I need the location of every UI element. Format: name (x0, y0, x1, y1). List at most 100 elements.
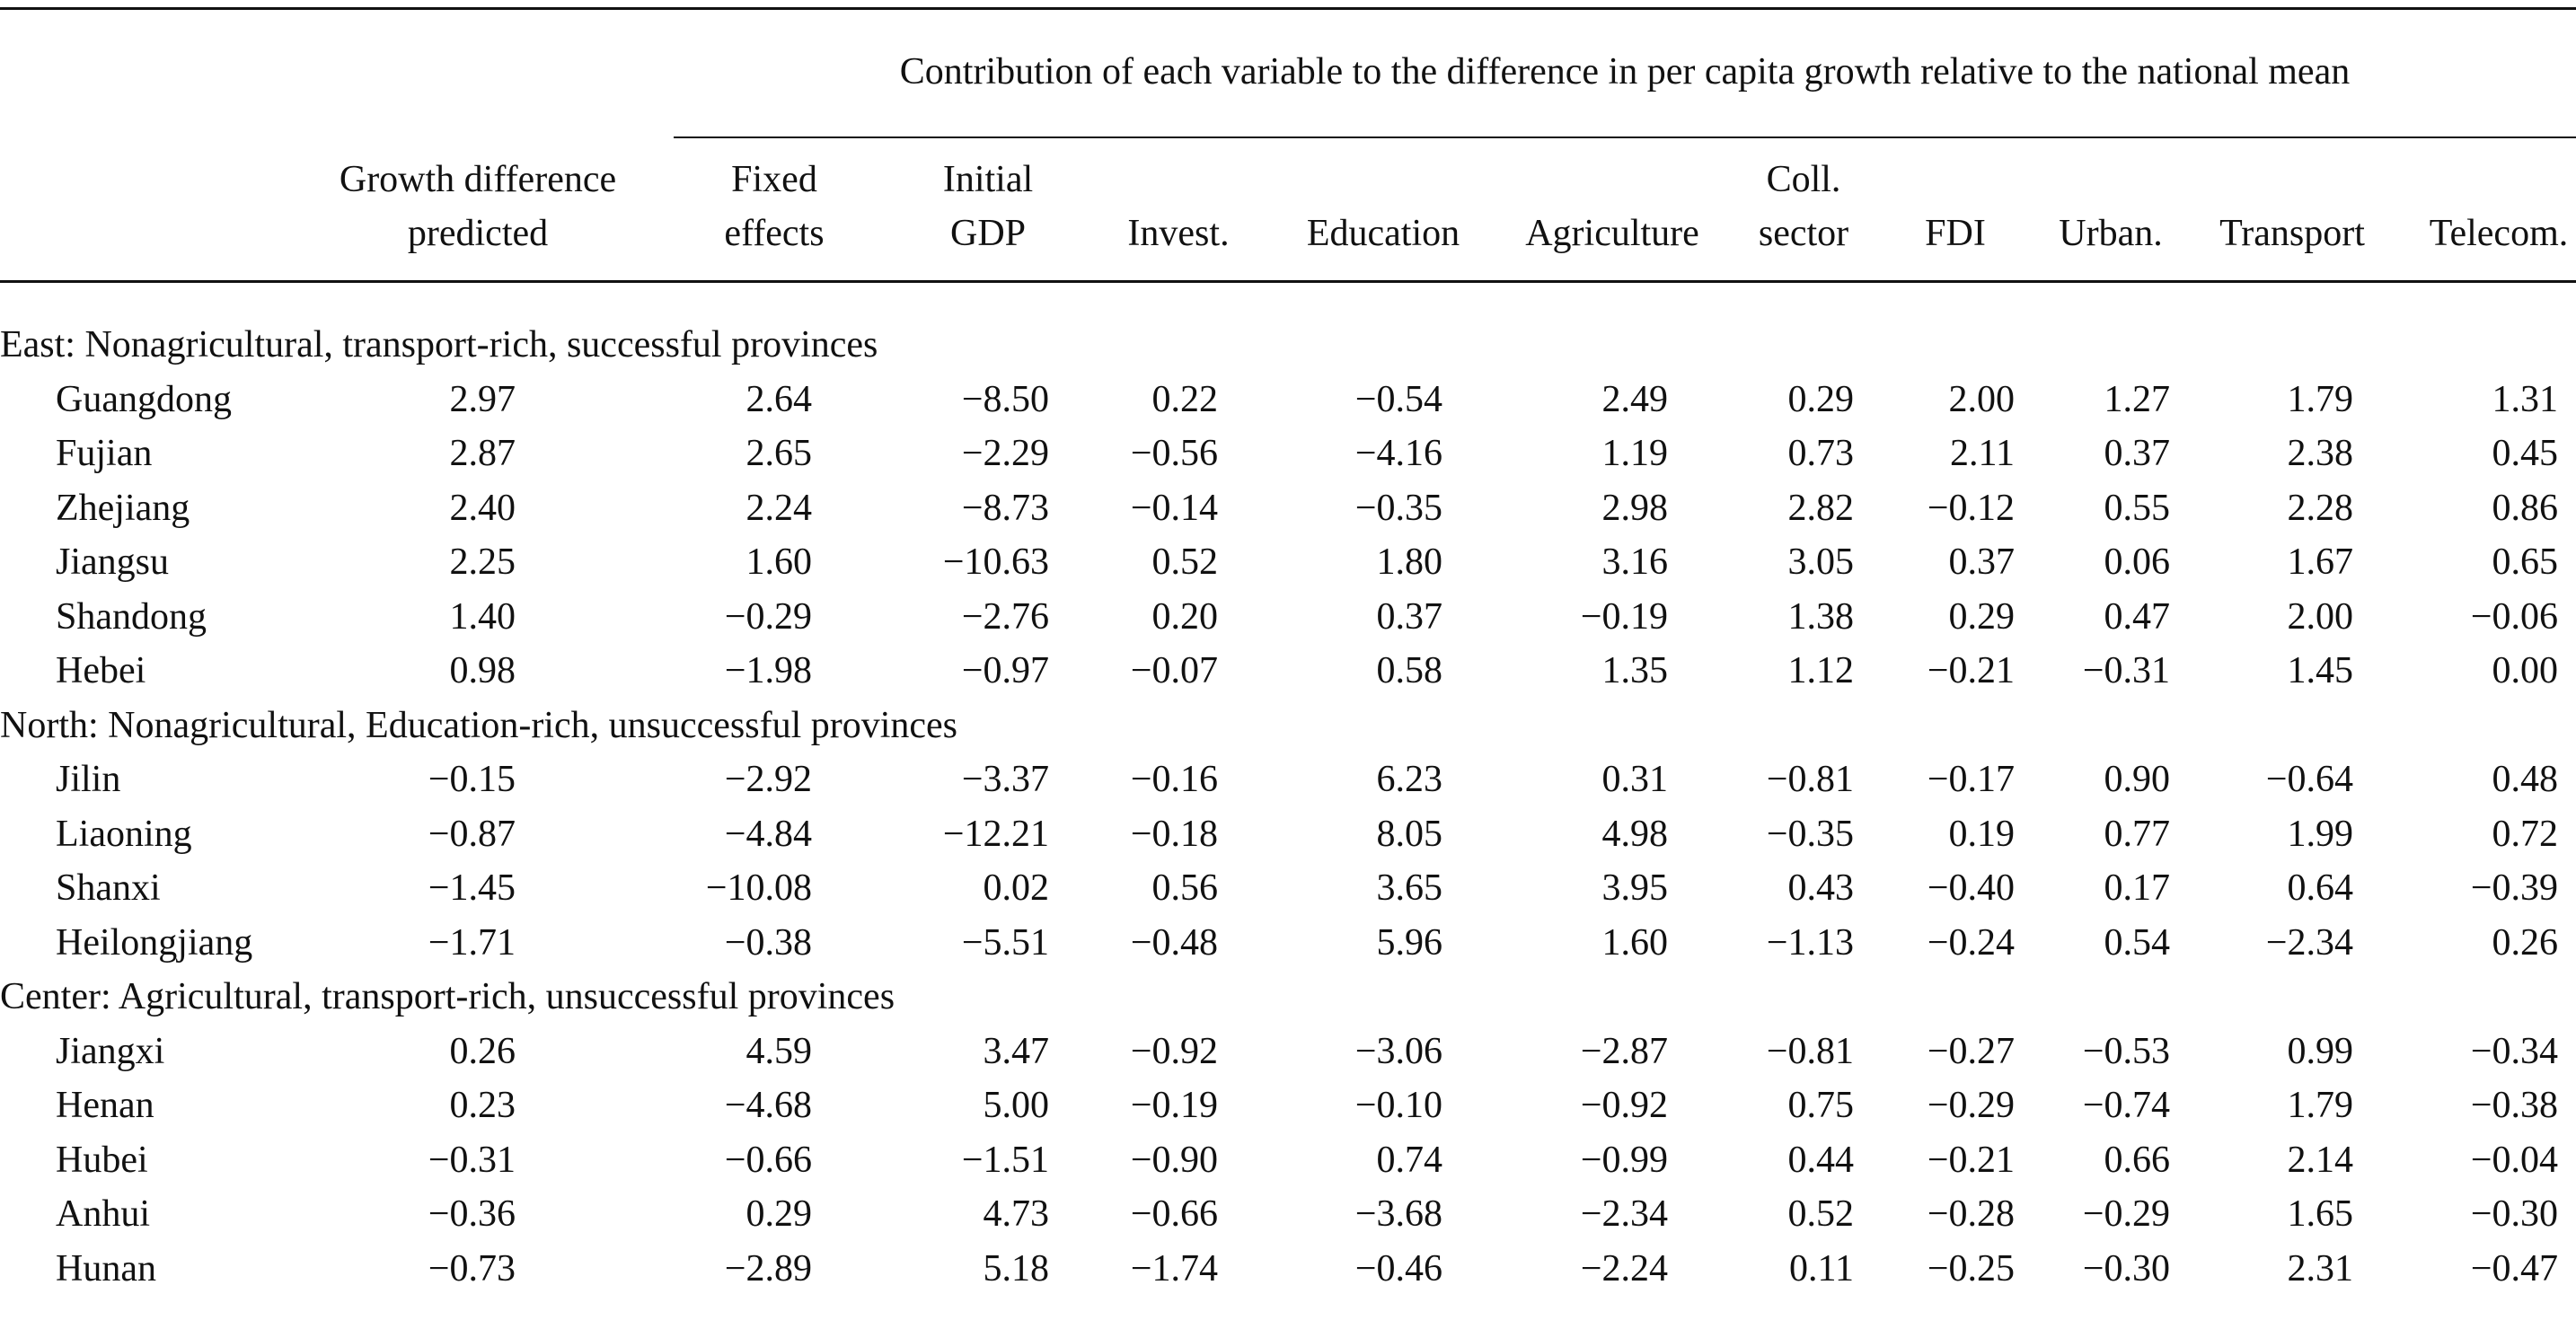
table-cell: 2.82 (1787, 487, 1855, 529)
table-cell: 0.29 (1787, 378, 1855, 420)
table-row: Guangdong 2.97 2.64 −8.50 0.22 −0.54 2.49 0.29 2… (0, 378, 2576, 432)
group-title: East: Nonagricultural, transport-rich, s… (0, 324, 878, 365)
table-cell: 3.05 (1787, 541, 1855, 583)
table-cell: 0.98 (449, 650, 516, 691)
table-cell: −0.54 (1354, 378, 1442, 420)
table-cell: −0.31 (2082, 650, 2170, 691)
province-name: Liaoning (56, 813, 192, 855)
column-header-line2: Urban. (2059, 213, 2163, 254)
table-cell: −2.76 (961, 595, 1049, 638)
table-cell: 5.96 (1376, 921, 1443, 964)
province-name: Jiangsu (56, 541, 169, 583)
table-cell: 2.65 (745, 433, 813, 474)
province-name: Heilongjiang (56, 921, 253, 964)
table-cell: 1.79 (2287, 378, 2354, 420)
table-row: Hubei −0.31 −0.66 −1.51 −0.90 0.74 −0.99 0.44 −0… (0, 1139, 2576, 1193)
table-cell: −0.28 (1927, 1193, 2015, 1235)
table-cell: −0.81 (1766, 759, 1854, 800)
table-cell: −0.15 (428, 759, 516, 800)
table-cell: −0.35 (1766, 813, 1854, 855)
table-cell: 0.45 (2492, 433, 2559, 474)
province-name: Fujian (56, 433, 153, 474)
table-cell: 1.38 (1787, 595, 1855, 638)
column-header-line2: Invest. (1127, 213, 1230, 254)
table-cell: −0.19 (1580, 595, 1668, 638)
table-row: Anhui −0.36 0.29 4.73 −0.66 −3.68 −2.34 0.52 −0.… (0, 1193, 2576, 1246)
table-cell: −0.81 (1766, 1030, 1854, 1072)
table-cell: −8.50 (961, 378, 1049, 420)
table-row: Jiangxi 0.26 4.59 3.47 −0.92 −3.06 −2.87 −0.81 −… (0, 1030, 2576, 1084)
table-cell: −4.84 (724, 813, 812, 855)
province-name: Jiangxi (56, 1030, 165, 1072)
table-cell: −0.92 (1130, 1030, 1218, 1072)
table-cell: 0.19 (1948, 813, 2016, 855)
table-cell: −0.06 (2470, 595, 2558, 638)
province-name: Shanxi (56, 867, 161, 909)
table-cell: 0.29 (745, 1193, 813, 1235)
table-row: Henan 0.23 −4.68 5.00 −0.19 −0.10 −0.92 0.75 −0.… (0, 1084, 2576, 1138)
table-cell: 2.98 (1601, 487, 1669, 529)
column-header-line1: Coll. (1766, 159, 1841, 200)
table-cell: −1.74 (1130, 1247, 1218, 1289)
table-cell: −0.99 (1580, 1139, 1668, 1181)
table-cell: 3.65 (1376, 867, 1443, 909)
table-cell: 0.48 (2492, 759, 2559, 800)
table-cell: 0.02 (983, 867, 1050, 909)
column-header-line2: Telecom. (2429, 213, 2569, 254)
column-header-line2: effects (724, 213, 825, 254)
table-cell: 0.75 (1787, 1085, 1855, 1126)
table-cell: −0.31 (428, 1139, 516, 1181)
column-header-line1: Growth difference (339, 159, 617, 200)
table-cell: 0.86 (2492, 487, 2559, 529)
table-cell: −5.51 (961, 921, 1049, 964)
table-cell: 0.37 (1948, 541, 2016, 583)
column-header-line2: sector (1758, 213, 1849, 254)
table-cell: 0.44 (1787, 1139, 1855, 1181)
table-cell: 0.37 (1376, 595, 1443, 638)
table-cell: 2.24 (745, 487, 813, 529)
table-cell: −0.36 (428, 1193, 516, 1235)
table-cell: −2.92 (724, 759, 812, 800)
table-cell: −0.56 (1130, 433, 1218, 474)
table-cell: 0.73 (1787, 433, 1855, 474)
table-cell: 0.65 (2492, 541, 2559, 583)
table-cell: 0.99 (2287, 1030, 2354, 1072)
table-cell: −0.30 (2470, 1193, 2558, 1235)
table-cell: −0.24 (1927, 921, 2015, 964)
table-cell: −0.19 (1130, 1085, 1218, 1126)
spanner-header: Contribution of each variable to the dif… (899, 51, 2351, 92)
table-cell: −4.16 (1354, 433, 1442, 474)
table-cell: 3.16 (1601, 541, 1669, 583)
table-row: Shandong 1.40 −0.29 −2.76 0.20 0.37 −0.19 1.38 0… (0, 595, 2576, 649)
table-cell: 1.60 (745, 541, 813, 583)
table-cell: 0.74 (1376, 1139, 1443, 1181)
table-cell: −0.21 (1927, 1139, 2015, 1181)
table-cell: 0.54 (2104, 921, 2171, 964)
table-cell: 1.65 (2287, 1193, 2354, 1235)
table-cell: 2.49 (1601, 378, 1669, 420)
table-cell: −4.68 (724, 1085, 812, 1126)
table-cell: 0.22 (1151, 378, 1219, 420)
table-cell: 2.00 (1948, 378, 2016, 420)
table-row: Jiangsu 2.25 1.60 −10.63 0.52 1.80 3.16 3.05 0.3… (0, 541, 2576, 594)
table-cell: −1.51 (961, 1139, 1049, 1181)
table-cell: −10.63 (942, 541, 1049, 583)
table-cell: 4.73 (983, 1193, 1050, 1235)
province-name: Guangdong (56, 378, 232, 420)
table-cell: 0.00 (2492, 650, 2559, 691)
table-cell: −3.37 (961, 759, 1049, 800)
table-cell: 4.59 (745, 1030, 813, 1072)
table-cell: 0.64 (2287, 867, 2354, 909)
table-row: Fujian 2.87 2.65 −2.29 −0.56 −4.16 1.19 0.73 2.1… (0, 432, 2576, 486)
table-cell: −2.87 (1580, 1030, 1668, 1072)
column-header-line1: Fixed (731, 159, 817, 200)
table-cell: −0.25 (1927, 1247, 2015, 1289)
province-name: Anhui (56, 1193, 150, 1235)
table-cell: −2.34 (1580, 1193, 1668, 1235)
table-cell: 3.95 (1601, 867, 1669, 909)
table-cell: −0.29 (2082, 1193, 2170, 1235)
column-header-line2: GDP (949, 213, 1027, 254)
group-title: North: Nonagricultural, Education-rich, … (0, 704, 958, 746)
table-cell: −0.38 (724, 921, 812, 964)
table-cell: 2.00 (2287, 595, 2354, 638)
